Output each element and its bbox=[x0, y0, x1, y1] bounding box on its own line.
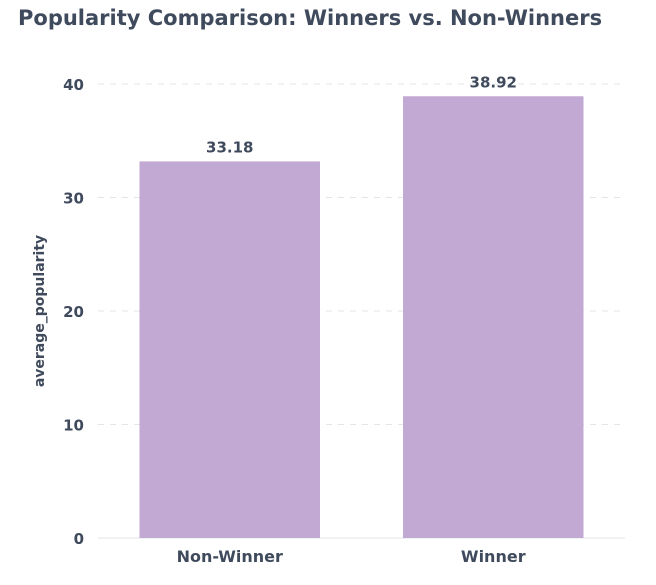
bars bbox=[139, 96, 584, 539]
labels: 0 10 20 30 40 33.18 Non-Winner 38.92 Winner bbox=[63, 73, 526, 566]
x-category-label: Winner bbox=[461, 547, 526, 566]
y-tick-label: 0 bbox=[74, 530, 84, 548]
bar-non-winner bbox=[139, 161, 320, 539]
data-label: 38.92 bbox=[470, 73, 517, 91]
x-category-label: Non-Winner bbox=[177, 547, 283, 566]
y-tick-label: 40 bbox=[63, 76, 84, 94]
y-tick-label: 30 bbox=[63, 190, 84, 208]
chart-title: Popularity Comparison: Winners vs. Non-W… bbox=[18, 6, 603, 30]
data-label: 33.18 bbox=[206, 138, 253, 156]
y-tick-label: 20 bbox=[63, 303, 84, 321]
y-axis-title: average_popularity bbox=[32, 235, 48, 387]
y-tick-label: 10 bbox=[63, 417, 84, 435]
bar-winner bbox=[403, 96, 584, 539]
